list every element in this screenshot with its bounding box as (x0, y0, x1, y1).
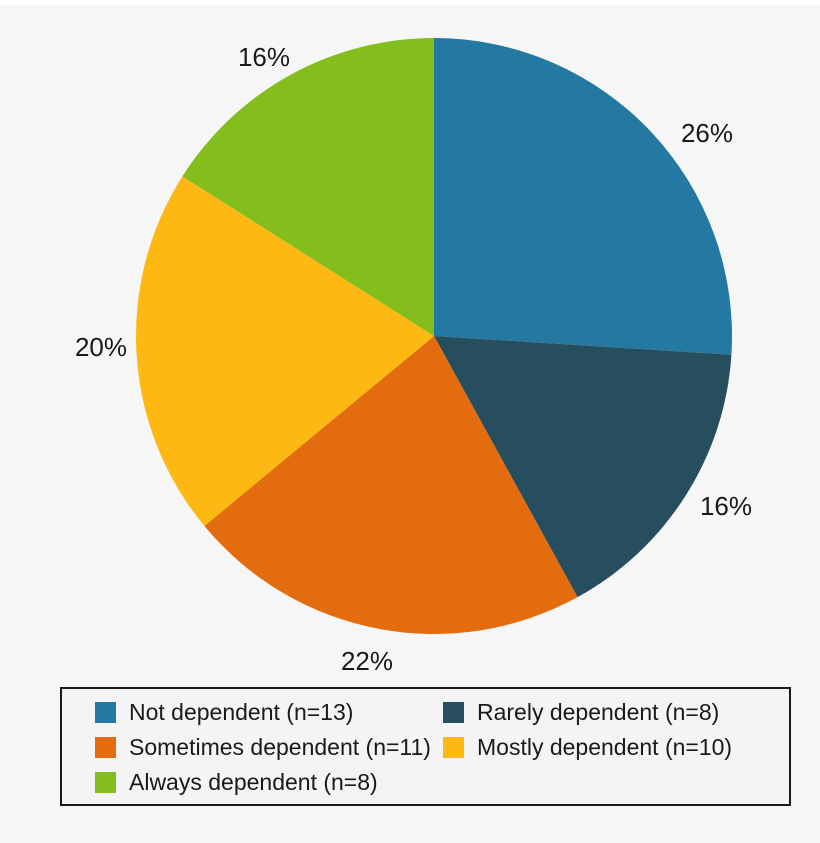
pct-label-mostly-dependent: 20% (75, 332, 127, 362)
legend-label-not-dependent: Not dependent (n=13) (129, 699, 354, 725)
legend-swatch-rarely-dependent (443, 702, 464, 723)
pct-label-always-dependent: 16% (238, 42, 290, 72)
legend-swatch-mostly-dependent (443, 737, 464, 758)
legend-item-sometimes-dependent: Sometimes dependent (n=11) (95, 730, 443, 765)
pie-slice-rarely-dependent (434, 336, 732, 598)
legend-label-mostly-dependent: Mostly dependent (n=10) (477, 734, 733, 760)
legend-label-always-dependent: Always dependent (n=8) (129, 769, 378, 795)
legend-label-sometimes-dependent: Sometimes dependent (n=11) (129, 734, 431, 760)
legend-item-mostly-dependent: Mostly dependent (n=10) (443, 730, 789, 765)
pie-slice-sometimes-dependent (204, 336, 578, 634)
pct-label-rarely-dependent: 16% (700, 491, 752, 521)
legend-swatch-sometimes-dependent (95, 737, 116, 758)
legend-item-not-dependent: Not dependent (n=13) (95, 695, 443, 730)
legend-label-rarely-dependent: Rarely dependent (n=8) (477, 699, 720, 725)
pie-slice-not-dependent (434, 38, 732, 355)
pie-chart: 26% 16% 22% 20% 16% (75, 38, 752, 676)
legend-swatch-not-dependent (95, 702, 116, 723)
top-edge-highlight (0, 0, 820, 5)
legend-item-rarely-dependent: Rarely dependent (n=8) (443, 695, 789, 730)
pct-label-sometimes-dependent: 22% (341, 646, 393, 676)
legend-box: Not dependent (n=13) Rarely dependent (n… (60, 687, 791, 806)
pct-label-not-dependent: 26% (681, 118, 733, 148)
pie-slice-mostly-dependent (136, 176, 435, 526)
pie-slice-always-dependent (182, 38, 434, 336)
legend-swatch-always-dependent (95, 772, 116, 793)
legend-item-always-dependent: Always dependent (n=8) (95, 765, 443, 800)
